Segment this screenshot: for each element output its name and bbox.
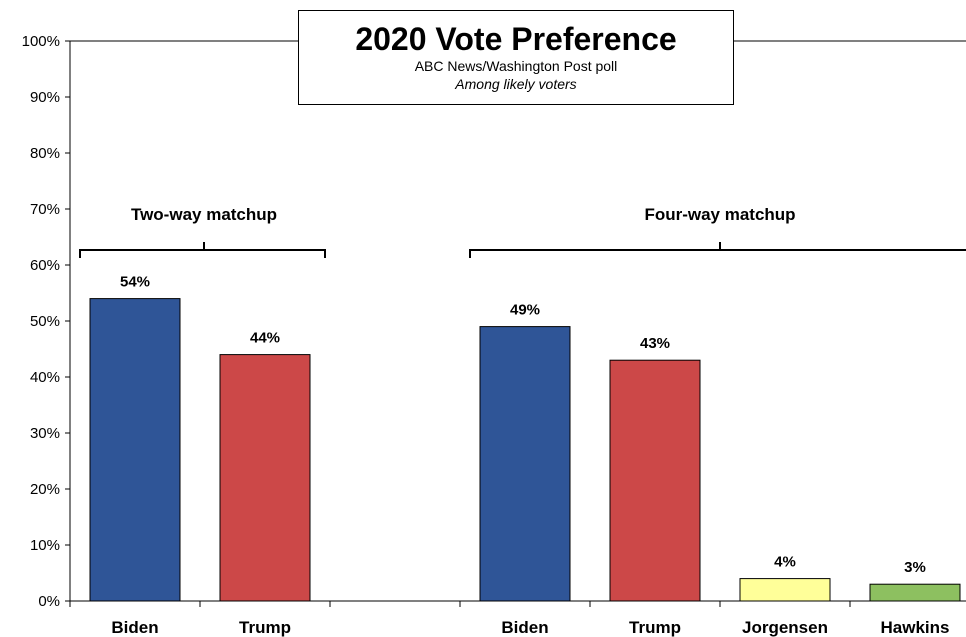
x-tick-label: Biden: [111, 618, 158, 637]
x-tick-label: Trump: [629, 618, 681, 637]
x-tick-label: Jorgensen: [742, 618, 828, 637]
bars: [89, 298, 961, 602]
labels: 54% Biden 44% Trump 49% Biden 43% Trump 4% Jorgen…: [79, 205, 966, 637]
group-bracket: [79, 249, 326, 258]
data-label: 49%: [510, 302, 540, 319]
y-tick-label: 80%: [30, 145, 60, 162]
chart-title: 2020 Vote Preference: [355, 21, 677, 57]
data-label: 44%: [250, 330, 280, 347]
chart-title-box: 2020 Vote Preference ABC News/Washington…: [298, 10, 734, 105]
y-tick-label: 0%: [38, 593, 60, 610]
data-label: 3%: [904, 559, 926, 576]
x-tick-label: Hawkins: [881, 618, 950, 637]
data-label: 54%: [120, 274, 150, 291]
group-bracket: [469, 249, 966, 258]
y-tick-label: 60%: [30, 257, 60, 274]
group-label: Two-way matchup: [131, 205, 277, 224]
bar: [739, 578, 831, 602]
data-label: 4%: [774, 554, 796, 571]
y-tick-label: 70%: [30, 201, 60, 218]
y-tick-label: 40%: [30, 369, 60, 386]
x-tick-label: Trump: [239, 618, 291, 637]
y-tick-label: 20%: [30, 481, 60, 498]
bar: [89, 298, 181, 602]
y-tick-label: 90%: [30, 89, 60, 106]
bar: [869, 583, 961, 602]
x-tick-label: Biden: [501, 618, 548, 637]
y-tick-label: 10%: [30, 537, 60, 554]
y-tick-label: 30%: [30, 425, 60, 442]
bar: [479, 326, 571, 602]
axes: 0% 10% 20% 30% 40% 50% 60% 70% 80% 90% 100%: [22, 33, 966, 610]
group-label: Four-way matchup: [644, 205, 795, 224]
chart-subtitle: ABC News/Washington Post poll: [414, 58, 618, 74]
bar: [219, 354, 311, 602]
bar: [609, 359, 701, 602]
chart-subtitle-italic: Among likely voters: [455, 76, 577, 92]
data-label: 43%: [640, 335, 670, 352]
y-tick-label: 100%: [22, 33, 60, 50]
y-tick-label: 50%: [30, 313, 60, 330]
